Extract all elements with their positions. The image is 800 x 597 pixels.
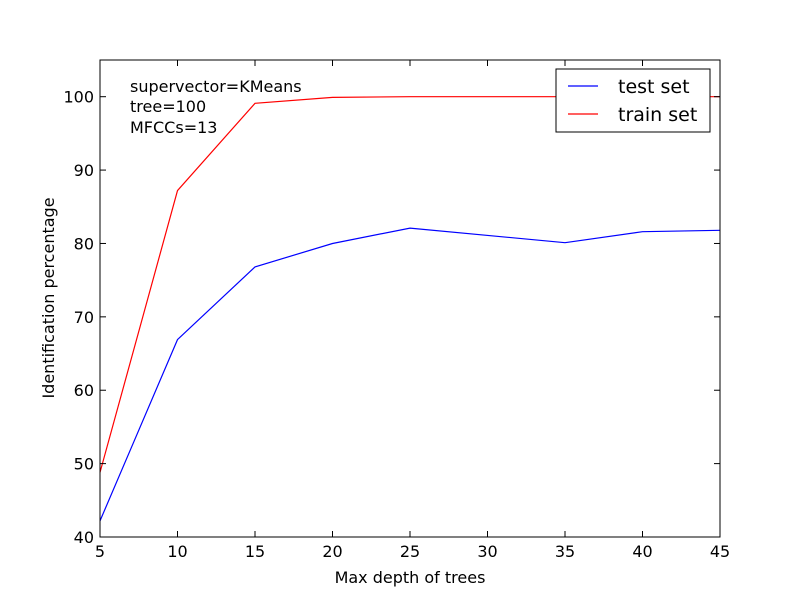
annotation-mfccs: MFCCs=13 — [130, 118, 217, 137]
x-tick-label: 5 — [95, 542, 105, 561]
y-tick-label: 50 — [74, 455, 94, 474]
y-tick-label: 40 — [74, 528, 94, 547]
x-tick-label: 45 — [710, 542, 730, 561]
legend: test set train set — [555, 68, 711, 133]
x-axis-label: Max depth of trees — [335, 568, 486, 587]
axis-ticks: 5 10 15 20 25 30 35 40 45 40 50 60 70 80 90 100 — [63, 60, 730, 561]
series-line-test-set — [99, 227, 721, 522]
x-tick-label: 30 — [477, 542, 497, 561]
x-tick-label: 25 — [400, 542, 420, 561]
x-tick-label: 35 — [555, 542, 575, 561]
x-tick-label: 10 — [167, 542, 187, 561]
legend-box — [555, 68, 711, 133]
plot-area — [100, 60, 720, 537]
legend-label-test-set: test set — [618, 76, 690, 98]
y-tick-label: 60 — [74, 381, 94, 400]
annotation-tree: tree=100 — [130, 97, 206, 116]
legend-label-train-set: train set — [618, 104, 697, 126]
annotation-supervector: supervector=KMeans — [130, 77, 302, 96]
x-tick-label: 20 — [322, 542, 342, 561]
y-tick-label: 70 — [74, 308, 94, 327]
x-tick-label: 40 — [632, 542, 652, 561]
annotation-text: supervector=KMeans tree=100 MFCCs=13 — [130, 77, 302, 137]
y-tick-label: 100 — [63, 88, 94, 107]
y-axis-label: Identification percentage — [39, 197, 58, 398]
x-tick-label: 15 — [245, 542, 265, 561]
y-tick-label: 80 — [74, 234, 94, 253]
y-tick-label: 90 — [74, 161, 94, 180]
